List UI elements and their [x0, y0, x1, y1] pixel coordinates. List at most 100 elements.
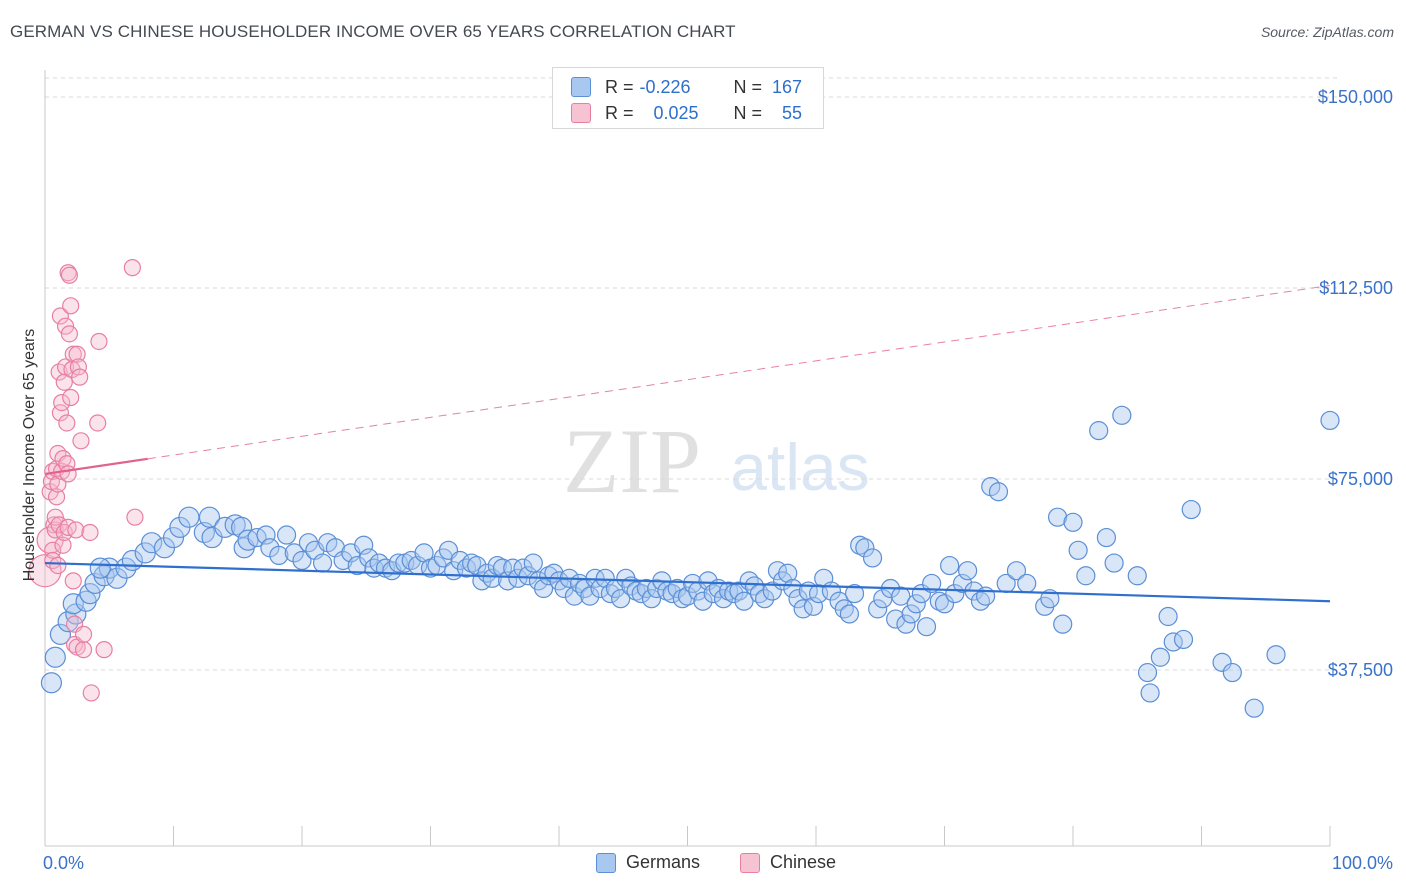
germans-point: [298, 533, 319, 553]
germans-point: [40, 672, 63, 694]
germans-point: [834, 599, 854, 619]
germans-point: [929, 591, 949, 611]
germans-point: [44, 646, 66, 668]
germans-point: [886, 609, 906, 629]
r-label: R =: [605, 76, 634, 97]
source-label: Source: ZipAtlas.com: [1260, 24, 1394, 40]
germans-point: [1150, 647, 1170, 667]
germans-point: [523, 553, 543, 573]
germans-trend-line: [44, 561, 1331, 603]
germans-point: [1006, 561, 1027, 581]
germans-point: [333, 550, 353, 571]
chinese-point: [67, 521, 85, 539]
germans-point: [1068, 540, 1088, 560]
germans-point: [1063, 512, 1083, 532]
y-tick-label: $37,500: [1328, 660, 1393, 680]
germans-point: [906, 594, 926, 614]
stats-row-chinese: R = 0.025 N = 55: [571, 102, 802, 124]
chinese-point: [44, 541, 62, 559]
germans-point: [677, 586, 698, 606]
chinese-point: [90, 332, 108, 351]
germans-point: [1140, 683, 1160, 703]
germans-point: [916, 617, 937, 637]
germans-point: [719, 581, 739, 601]
germans-point: [641, 589, 662, 609]
germans-point: [1040, 589, 1060, 609]
chinese-point: [53, 394, 71, 412]
chinese-point: [64, 572, 82, 590]
germans-point: [312, 553, 333, 573]
germans-point: [467, 555, 487, 576]
chart-title: GERMAN VS CHINESE HOUSEHOLDER INCOME OVE…: [10, 22, 736, 41]
germans-point: [89, 557, 111, 579]
germans-point: [49, 623, 72, 645]
germans-point: [729, 581, 749, 601]
n-label: N =: [733, 102, 763, 123]
germans-point: [754, 589, 775, 609]
chinese-point: [44, 551, 62, 570]
chinese-point: [59, 465, 77, 483]
germans-point: [347, 555, 367, 576]
chinese-point: [58, 414, 76, 432]
germans-point: [868, 599, 888, 619]
germans-point: [1212, 652, 1232, 672]
y-tick-label: $75,000: [1328, 469, 1393, 489]
germans-point: [839, 604, 860, 624]
germans-swatch: [571, 77, 591, 97]
series-legend: Germans Chinese: [0, 852, 1406, 878]
germans-point: [672, 589, 692, 609]
germans-point: [662, 583, 682, 604]
germans-point: [482, 568, 502, 588]
germans-point: [783, 578, 803, 599]
germans-r-value: -0.226: [639, 76, 691, 97]
germans-point: [256, 525, 276, 545]
germans-point: [891, 586, 911, 606]
germans-point: [1137, 662, 1158, 683]
stats-legend: R = -0.226 N = 167 R = 0.025 N = 55: [552, 67, 824, 129]
chinese-point: [95, 641, 113, 659]
germans-point: [539, 566, 559, 586]
germans-point: [1089, 421, 1109, 441]
germans-point: [600, 583, 621, 604]
chinese-point: [55, 373, 73, 391]
y-tick-label: $150,000: [1318, 87, 1393, 107]
germans-point: [1017, 573, 1037, 594]
legend-germans-label: Germans: [626, 852, 701, 872]
germans-point: [1222, 662, 1242, 683]
germans-point: [276, 525, 297, 545]
watermark: ZIP atlas: [563, 410, 870, 512]
germans-point: [359, 548, 379, 568]
chinese-point: [72, 432, 90, 450]
chinese-point: [51, 307, 70, 325]
watermark-zip: ZIP: [563, 410, 701, 512]
chinese-swatch: [571, 103, 591, 123]
germans-point: [703, 583, 723, 604]
germans-point: [162, 526, 185, 549]
legend-item-chinese: Chinese: [740, 852, 836, 873]
germans-point: [803, 596, 824, 616]
germans-point: [734, 591, 754, 611]
chinese-point: [62, 297, 80, 315]
germans-point: [862, 548, 883, 568]
germans-point: [595, 568, 615, 588]
chinese-point: [47, 488, 66, 506]
chinese-point: [74, 625, 93, 643]
germans-point: [698, 571, 718, 591]
chinese-point: [60, 266, 79, 284]
chinese-point: [68, 345, 86, 363]
y-axis-label: Householder Income Over 65 years: [21, 329, 38, 582]
germans-point: [611, 589, 631, 609]
chinese-r-text: 0.025: [653, 102, 699, 123]
chinese-point: [89, 414, 107, 432]
germans-point: [1181, 499, 1201, 520]
germans-point: [631, 583, 651, 604]
watermark-atlas: atlas: [730, 430, 869, 504]
germans-point: [1076, 566, 1096, 586]
germans-point: [844, 583, 865, 604]
germans-point: [762, 581, 782, 601]
germans-point: [1244, 698, 1264, 718]
germans-point: [462, 553, 482, 573]
y-tick-label: $112,500: [1319, 278, 1393, 298]
chinese-point: [71, 368, 89, 386]
